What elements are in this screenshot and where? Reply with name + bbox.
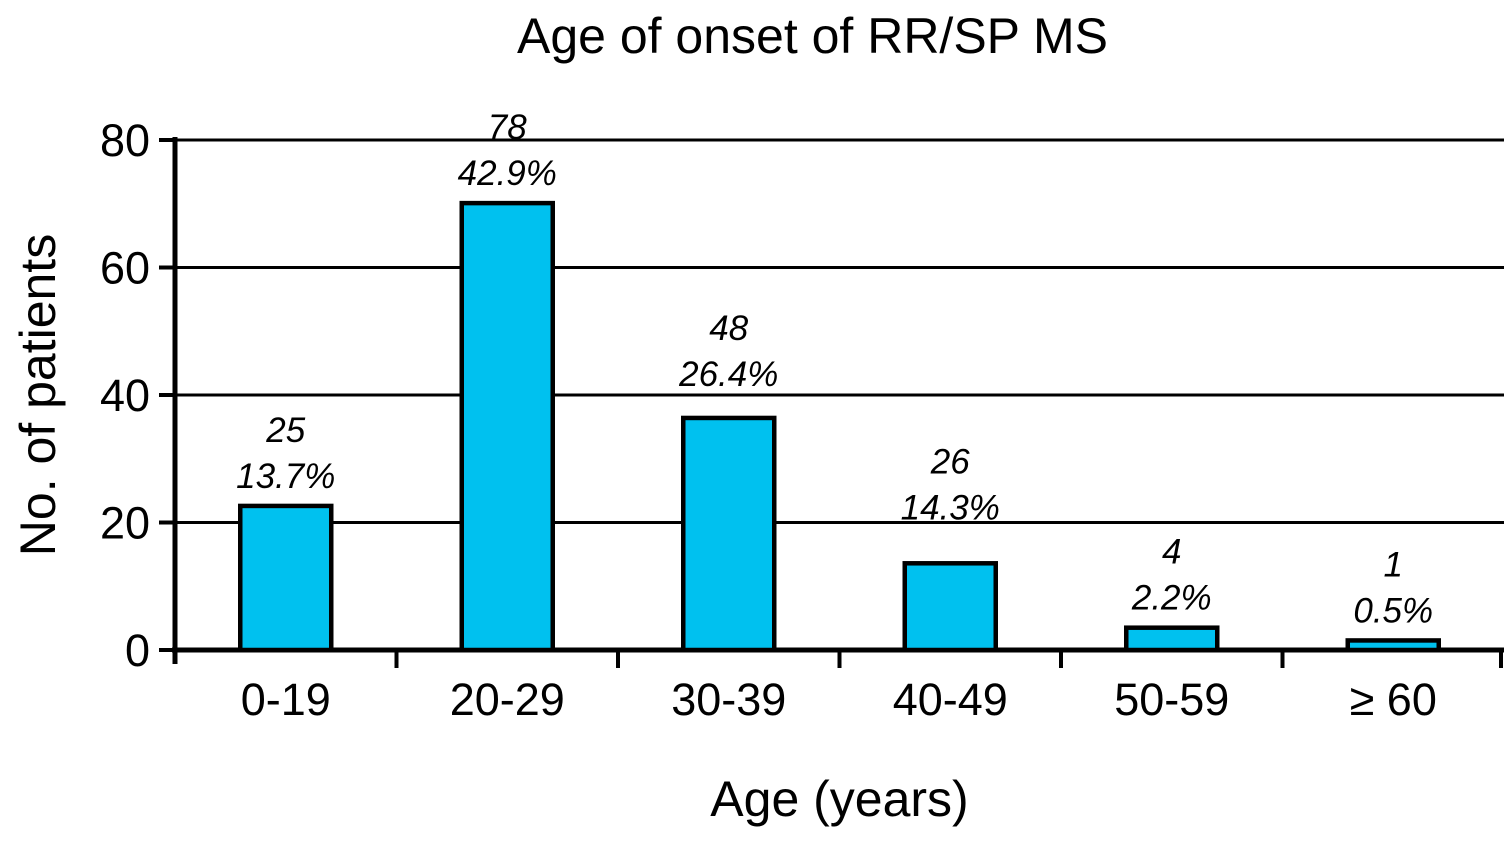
- bar-count-label: 78: [488, 108, 527, 147]
- bar: [1124, 625, 1220, 653]
- bar-percent-label: 13.7%: [236, 457, 335, 496]
- bar-count-label: 4: [1162, 533, 1181, 572]
- x-tick-label: 40-49: [893, 674, 1008, 725]
- chart-title: Age of onset of RR/SP MS: [516, 8, 1109, 64]
- y-tick-label: 40: [100, 370, 150, 421]
- bar-count-label: 1: [1384, 545, 1403, 584]
- x-axis-title: Age (years): [710, 771, 969, 827]
- y-tick-label: 60: [100, 243, 150, 294]
- bar-percent-label: 26.4%: [678, 355, 778, 394]
- y-axis-title: No. of patients: [10, 233, 66, 557]
- x-tick-label: 30-39: [671, 674, 786, 725]
- x-tick-label: ≥ 60: [1350, 674, 1437, 725]
- bar: [681, 415, 777, 653]
- bar-percent-label: 42.9%: [458, 154, 557, 193]
- y-tick-label: 80: [100, 115, 150, 166]
- y-tick-label: 0: [125, 625, 150, 676]
- bar-percent-label: 2.2%: [1131, 579, 1212, 618]
- x-tick-label: 0-19: [241, 674, 331, 725]
- y-tick-label: 20: [100, 498, 150, 549]
- bar-percent-label: 14.3%: [901, 488, 1000, 527]
- bar: [1345, 638, 1441, 653]
- x-tick-label: 20-29: [450, 674, 565, 725]
- bar: [459, 200, 555, 653]
- bar-count-label: 48: [709, 309, 748, 348]
- bar: [902, 561, 998, 653]
- bar-percent-label: 0.5%: [1353, 591, 1433, 630]
- bar: [238, 503, 334, 653]
- bar-count-label: 26: [930, 442, 970, 481]
- x-tick-label: 50-59: [1114, 674, 1229, 725]
- bar-count-label: 25: [265, 411, 305, 450]
